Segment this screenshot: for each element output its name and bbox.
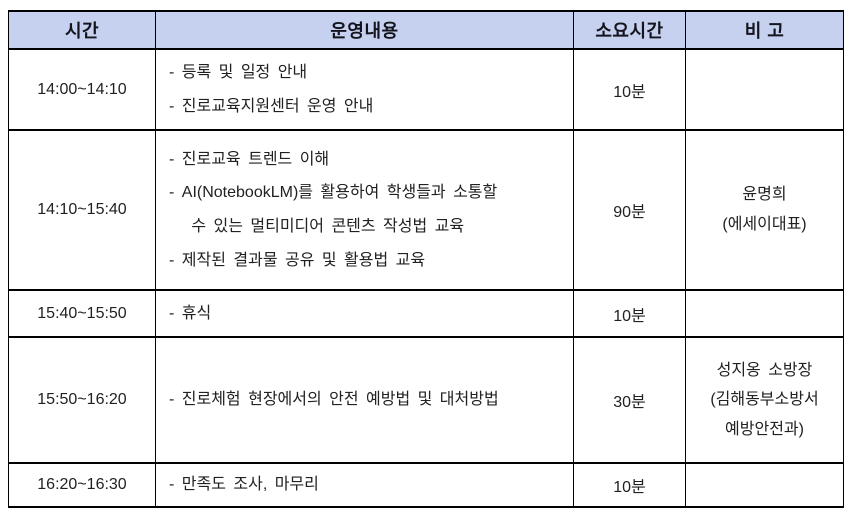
duration-cell: 10분 — [573, 48, 686, 131]
time-cell: 15:50~16:20 — [8, 336, 156, 464]
column-header-time: 시간 — [8, 10, 156, 50]
column-header-note: 비 고 — [685, 10, 844, 50]
table-row: 14:00~14:10 - 등록 및 일정 안내 - 진로교육지원센터 운영 안… — [8, 48, 844, 131]
column-header-duration: 소요시간 — [573, 10, 686, 50]
note-cell — [685, 48, 844, 131]
note-cell: 윤명희 (에세이대표) — [685, 129, 844, 291]
duration-cell: 10분 — [573, 289, 686, 338]
content-cell: - 만족도 조사, 마무리 — [155, 462, 574, 508]
content-cell: - 휴식 — [155, 289, 574, 338]
schedule-table: 시간 운영내용 소요시간 비 고 14:00~14:10 - 등록 및 일정 안… — [8, 10, 844, 508]
table-row: 15:40~15:50 - 휴식 10분 — [8, 289, 844, 338]
time-cell: 14:00~14:10 — [8, 48, 156, 131]
time-cell: 16:20~16:30 — [8, 462, 156, 508]
duration-cell: 10분 — [573, 462, 686, 508]
note-cell — [685, 462, 844, 508]
note-cell — [685, 289, 844, 338]
duration-cell: 90분 — [573, 129, 686, 291]
column-header-contents: 운영내용 — [155, 10, 574, 50]
time-cell: 15:40~15:50 — [8, 289, 156, 338]
duration-cell: 30분 — [573, 336, 686, 464]
note-cell: 성지옹 소방장 (김해동부소방서 예방안전과) — [685, 336, 844, 464]
content-cell: - 진로교육 트렌드 이해 - AI(NotebookLM)를 활용하여 학생들… — [155, 129, 574, 291]
content-cell: - 등록 및 일정 안내 - 진로교육지원센터 운영 안내 — [155, 48, 574, 131]
table-row: 16:20~16:30 - 만족도 조사, 마무리 10분 — [8, 462, 844, 508]
table-row: 15:50~16:20 - 진로체험 현장에서의 안전 예방법 및 대처방법 3… — [8, 336, 844, 464]
table-row: 14:10~15:40 - 진로교육 트렌드 이해 - AI(NotebookL… — [8, 129, 844, 291]
content-cell: - 진로체험 현장에서의 안전 예방법 및 대처방법 — [155, 336, 574, 464]
header-row: 시간 운영내용 소요시간 비 고 — [8, 10, 844, 50]
time-cell: 14:10~15:40 — [8, 129, 156, 291]
